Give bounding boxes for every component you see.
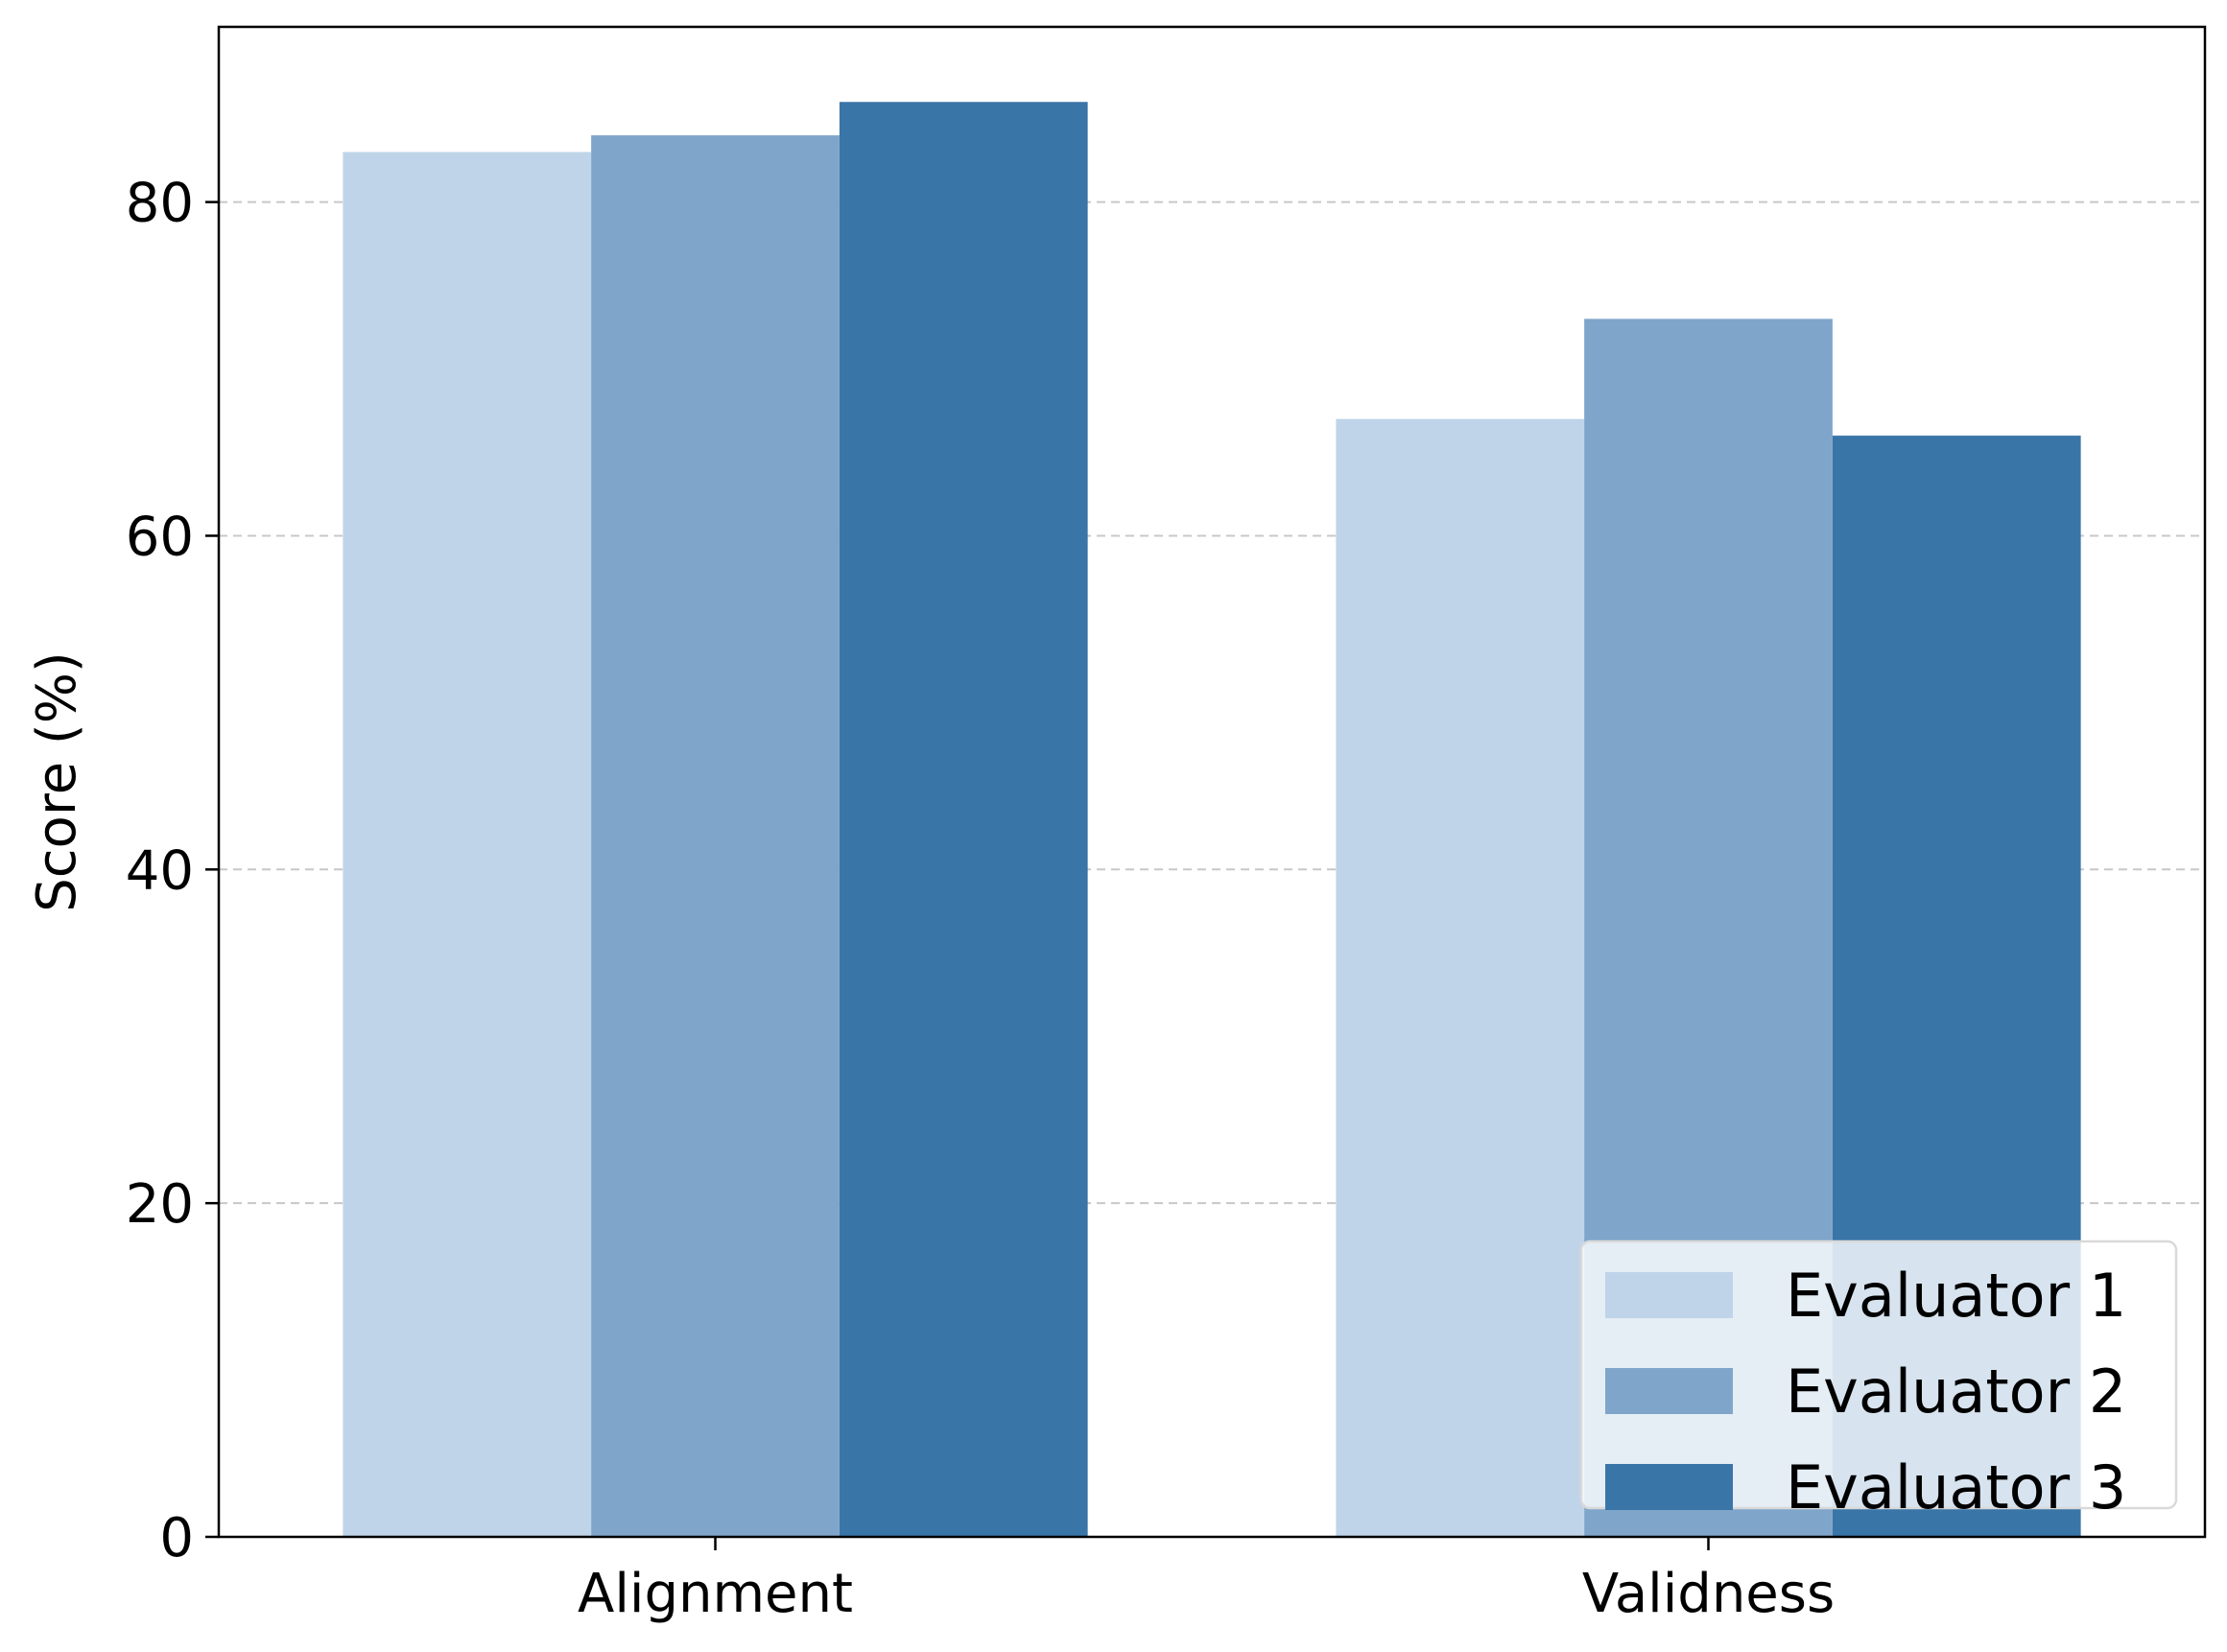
legend: Evaluator 1 Evaluator 2 Evaluator 3 (1579, 1239, 2178, 1522)
y-axis: 0 20 40 60 80 (126, 173, 219, 1569)
legend-label: Evaluator 1 (1786, 1261, 2126, 1331)
y-tick-label: 0 (159, 1507, 194, 1569)
plot-frame (217, 25, 2207, 1539)
x-tick-label: Validness (1582, 1563, 1835, 1625)
legend-label: Evaluator 2 (1786, 1357, 2126, 1427)
y-tick-label: 20 (126, 1173, 194, 1236)
y-axis-label: Score (%) (26, 651, 88, 912)
bar-evaluator-1-validness (1336, 418, 1585, 1537)
bar-evaluator-2-alignment (591, 135, 840, 1538)
legend-swatch (1605, 1272, 1733, 1318)
y-tick-label: 60 (126, 506, 194, 568)
legend-label: Evaluator 3 (1786, 1452, 2126, 1522)
bar-evaluator-3-alignment (839, 102, 1088, 1538)
legend-swatch (1605, 1368, 1733, 1414)
x-axis: Alignment Validness (578, 1537, 1835, 1625)
y-tick-label: 80 (126, 173, 194, 235)
y-tick-label: 40 (126, 839, 194, 902)
x-tick-label: Alignment (578, 1563, 853, 1625)
legend-swatch (1605, 1464, 1733, 1510)
bar-evaluator-1-alignment (343, 152, 592, 1537)
